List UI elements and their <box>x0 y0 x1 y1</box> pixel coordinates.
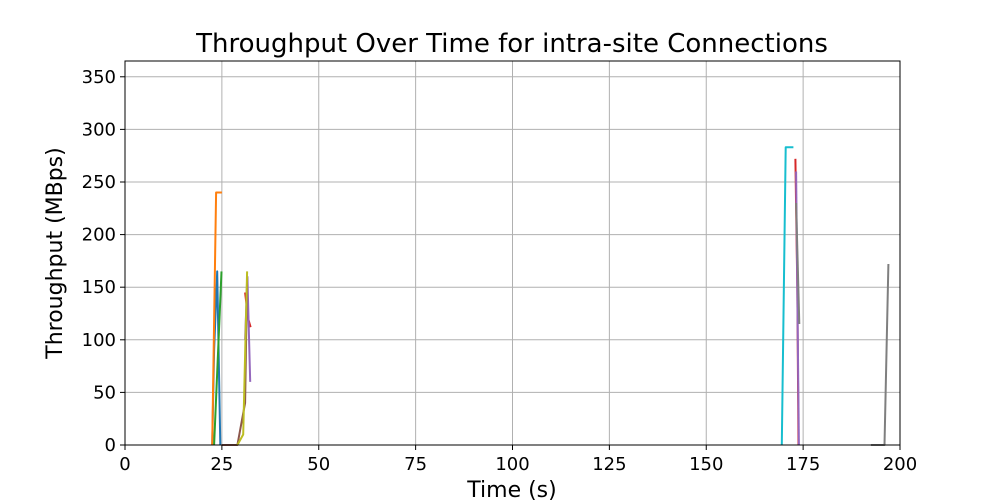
series-line-12 <box>870 263 890 446</box>
y-axis-label: Throughput (MBps) <box>43 147 68 359</box>
x-tick-label: 175 <box>786 454 820 475</box>
series-line-8 <box>780 146 794 446</box>
series-line-11 <box>795 202 801 325</box>
series-line-7 <box>236 271 249 446</box>
y-tick-label: 150 <box>82 277 116 298</box>
x-tick-label: 200 <box>883 454 917 475</box>
y-tick-label: 50 <box>93 382 116 403</box>
x-tick-label: 75 <box>404 454 427 475</box>
x-tick-label: 0 <box>119 454 130 475</box>
x-tick-label: 100 <box>495 454 529 475</box>
series-line-3 <box>213 271 223 446</box>
chart-title: Throughput Over Time for intra-site Conn… <box>195 29 828 59</box>
y-tick-label: 300 <box>82 119 116 140</box>
x-tick-label: 150 <box>689 454 723 475</box>
y-tick-label: 0 <box>105 435 116 456</box>
y-tick-label: 200 <box>82 225 116 246</box>
x-axis-ticks: 0 25 50 75 100 125 150 175 200 <box>119 445 917 475</box>
y-tick-label: 100 <box>82 330 116 351</box>
x-tick-label: 25 <box>210 454 233 475</box>
y-axis-ticks: 0 50 100 150 200 250 300 350 <box>82 67 125 456</box>
x-axis-label: Time (s) <box>466 478 556 500</box>
x-tick-label: 50 <box>307 454 330 475</box>
series-line-2 <box>211 191 222 446</box>
y-tick-label: 350 <box>82 67 116 88</box>
series-lines <box>211 146 890 446</box>
x-tick-label: 125 <box>592 454 626 475</box>
y-tick-label: 250 <box>82 172 116 193</box>
